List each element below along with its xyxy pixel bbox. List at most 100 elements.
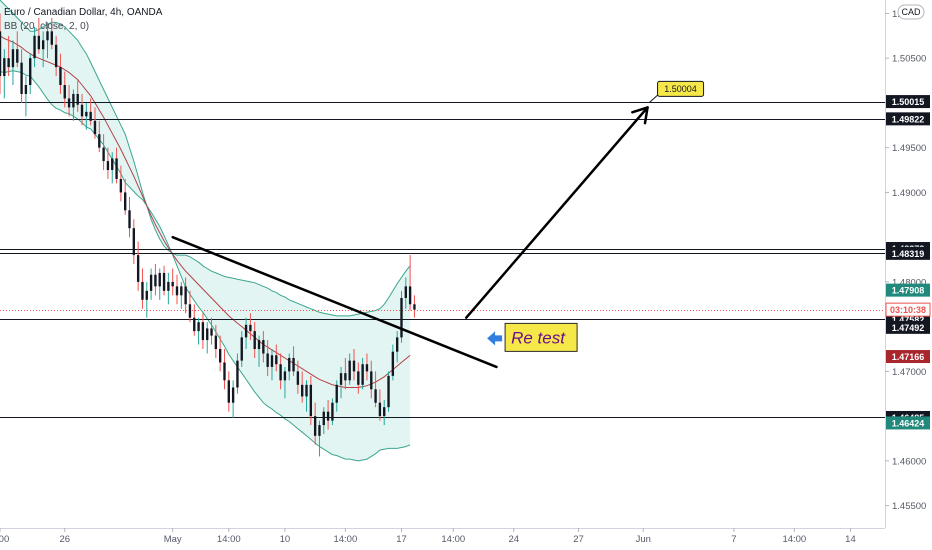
level-price-badge: 1.48319 bbox=[886, 246, 930, 260]
level-price-badge: 1.50015 bbox=[886, 95, 930, 109]
level-price-badge-box bbox=[886, 246, 930, 260]
candle-body bbox=[214, 335, 218, 350]
candle bbox=[374, 371, 377, 408]
candle-body bbox=[20, 62, 23, 94]
candle-body bbox=[348, 360, 351, 381]
currency-badge[interactable]: CAD bbox=[897, 4, 925, 20]
candle-body bbox=[72, 93, 75, 108]
candle-body bbox=[111, 158, 114, 171]
projection-arrow-head[interactable] bbox=[631, 106, 649, 125]
candle-body bbox=[132, 228, 136, 256]
candle bbox=[231, 380, 235, 418]
candle bbox=[240, 331, 243, 367]
candle bbox=[249, 313, 252, 341]
candle-body bbox=[378, 402, 382, 417]
candle bbox=[89, 98, 92, 126]
candle-body bbox=[98, 134, 101, 148]
time-tick-label: 7 bbox=[731, 534, 736, 545]
price-badge: 1.47492 bbox=[886, 320, 930, 334]
candle bbox=[344, 357, 347, 390]
time-tick-label: May bbox=[164, 534, 182, 545]
candle bbox=[136, 241, 140, 291]
candle-body bbox=[3, 58, 6, 77]
symbol-title: Euro / Canadian Dollar, 4h, OANDA bbox=[4, 7, 163, 18]
candle bbox=[37, 17, 41, 54]
indicator-legend: BB (20, close, 2, 0) bbox=[4, 21, 89, 32]
price-badge-label: 1.47908 bbox=[892, 286, 925, 296]
candle bbox=[244, 317, 248, 350]
time-axis-ticks: 4:00 26 May 14:00 10 14:00 17 14:00 24 27 Jun 7 14:0… bbox=[0, 528, 856, 545]
candle bbox=[59, 53, 62, 94]
candle bbox=[236, 353, 239, 394]
candle-body bbox=[270, 355, 274, 367]
candle bbox=[106, 147, 110, 179]
candle bbox=[54, 35, 58, 77]
candle bbox=[352, 349, 356, 381]
candle bbox=[210, 317, 213, 345]
time-axis[interactable] bbox=[0, 528, 932, 550]
candle-body bbox=[387, 375, 390, 408]
candle-body bbox=[249, 324, 252, 332]
candle-body bbox=[370, 371, 373, 390]
price-badge: 1.46424 bbox=[886, 416, 930, 430]
price-tick-label: 1.45500 bbox=[892, 501, 926, 512]
candle-body bbox=[374, 389, 377, 403]
drawings[interactable]: 1.50004 Re test bbox=[171, 80, 705, 369]
candle bbox=[41, 31, 45, 68]
price-badge: 1.47166 bbox=[886, 350, 930, 364]
candle-body bbox=[301, 384, 304, 397]
retest-callout[interactable]: Re test bbox=[487, 322, 578, 352]
candle-body bbox=[128, 210, 131, 229]
candle-body bbox=[365, 364, 369, 372]
candle bbox=[167, 272, 170, 305]
time-tick-label: Jun bbox=[636, 534, 651, 545]
target-callout-box bbox=[657, 80, 705, 97]
candle bbox=[162, 265, 166, 296]
candle bbox=[132, 219, 136, 264]
horizontal-levels[interactable] bbox=[0, 102, 885, 418]
candle bbox=[391, 344, 395, 381]
candle-body bbox=[223, 362, 226, 381]
candle bbox=[322, 407, 325, 435]
projection-arrow-shaft[interactable] bbox=[464, 106, 649, 319]
candle bbox=[223, 349, 226, 390]
candle bbox=[128, 196, 131, 238]
target-callout[interactable]: 1.50004 bbox=[649, 80, 705, 103]
candle bbox=[365, 353, 369, 381]
candle-body bbox=[357, 371, 360, 385]
candle bbox=[24, 76, 28, 117]
candle-body bbox=[231, 387, 235, 403]
candle-body bbox=[413, 304, 416, 310]
retest-callout-box bbox=[504, 322, 578, 352]
candle bbox=[7, 35, 10, 77]
candle-body bbox=[93, 120, 97, 135]
candle bbox=[383, 400, 386, 426]
candle bbox=[201, 313, 205, 350]
candle-body bbox=[59, 67, 62, 86]
candle bbox=[257, 335, 261, 367]
candle-body bbox=[46, 31, 49, 41]
price-badge-label: 1.46424 bbox=[892, 418, 925, 428]
candle-body bbox=[154, 274, 157, 287]
candle bbox=[11, 40, 15, 86]
candle bbox=[124, 178, 127, 215]
price-scale[interactable] bbox=[885, 0, 932, 528]
candle bbox=[72, 89, 75, 121]
price-badge-label: 1.47166 bbox=[892, 352, 925, 362]
candle bbox=[33, 26, 36, 68]
candle bbox=[296, 360, 300, 394]
candle-body bbox=[361, 364, 364, 385]
candle-body bbox=[193, 317, 196, 332]
candle-body bbox=[309, 384, 313, 417]
candle bbox=[145, 281, 148, 318]
candle bbox=[111, 152, 114, 184]
time-tick-label: 26 bbox=[59, 534, 70, 545]
candle-body bbox=[175, 286, 179, 296]
candle bbox=[262, 331, 265, 363]
candle-body bbox=[145, 290, 148, 300]
bb-lower-line bbox=[0, 70, 411, 462]
trendline[interactable] bbox=[171, 235, 498, 369]
level-price-badge-box bbox=[886, 95, 930, 109]
candle bbox=[98, 120, 101, 153]
